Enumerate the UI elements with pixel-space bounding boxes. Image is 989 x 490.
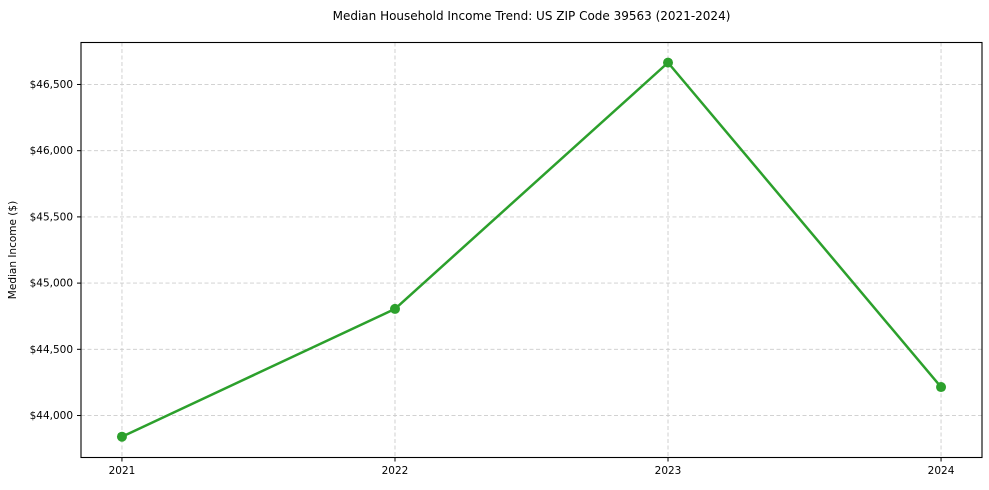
y-tick-label: $44,500 — [30, 344, 73, 356]
data-point-2022 — [389, 303, 400, 314]
data-point-2023 — [663, 57, 674, 68]
y-tick-label: $45,500 — [30, 211, 73, 223]
chart-title: Median Household Income Trend: US ZIP Co… — [332, 9, 731, 23]
y-tick-label: $45,000 — [30, 278, 73, 290]
y-tick-label: $46,000 — [30, 145, 73, 157]
plot-background — [81, 42, 982, 458]
x-tick-label: 2024 — [928, 465, 955, 477]
x-tick-label: 2021 — [109, 465, 136, 477]
data-point-2021 — [116, 431, 127, 442]
y-tick-label: $46,500 — [30, 79, 73, 91]
trend-line — [120, 61, 943, 438]
x-tick-label: 2022 — [382, 465, 409, 477]
y-tick-label: $44,000 — [30, 410, 73, 422]
x-tick-label: 2023 — [655, 465, 682, 477]
data-point-2024 — [936, 382, 947, 393]
plot-border — [80, 41, 983, 459]
